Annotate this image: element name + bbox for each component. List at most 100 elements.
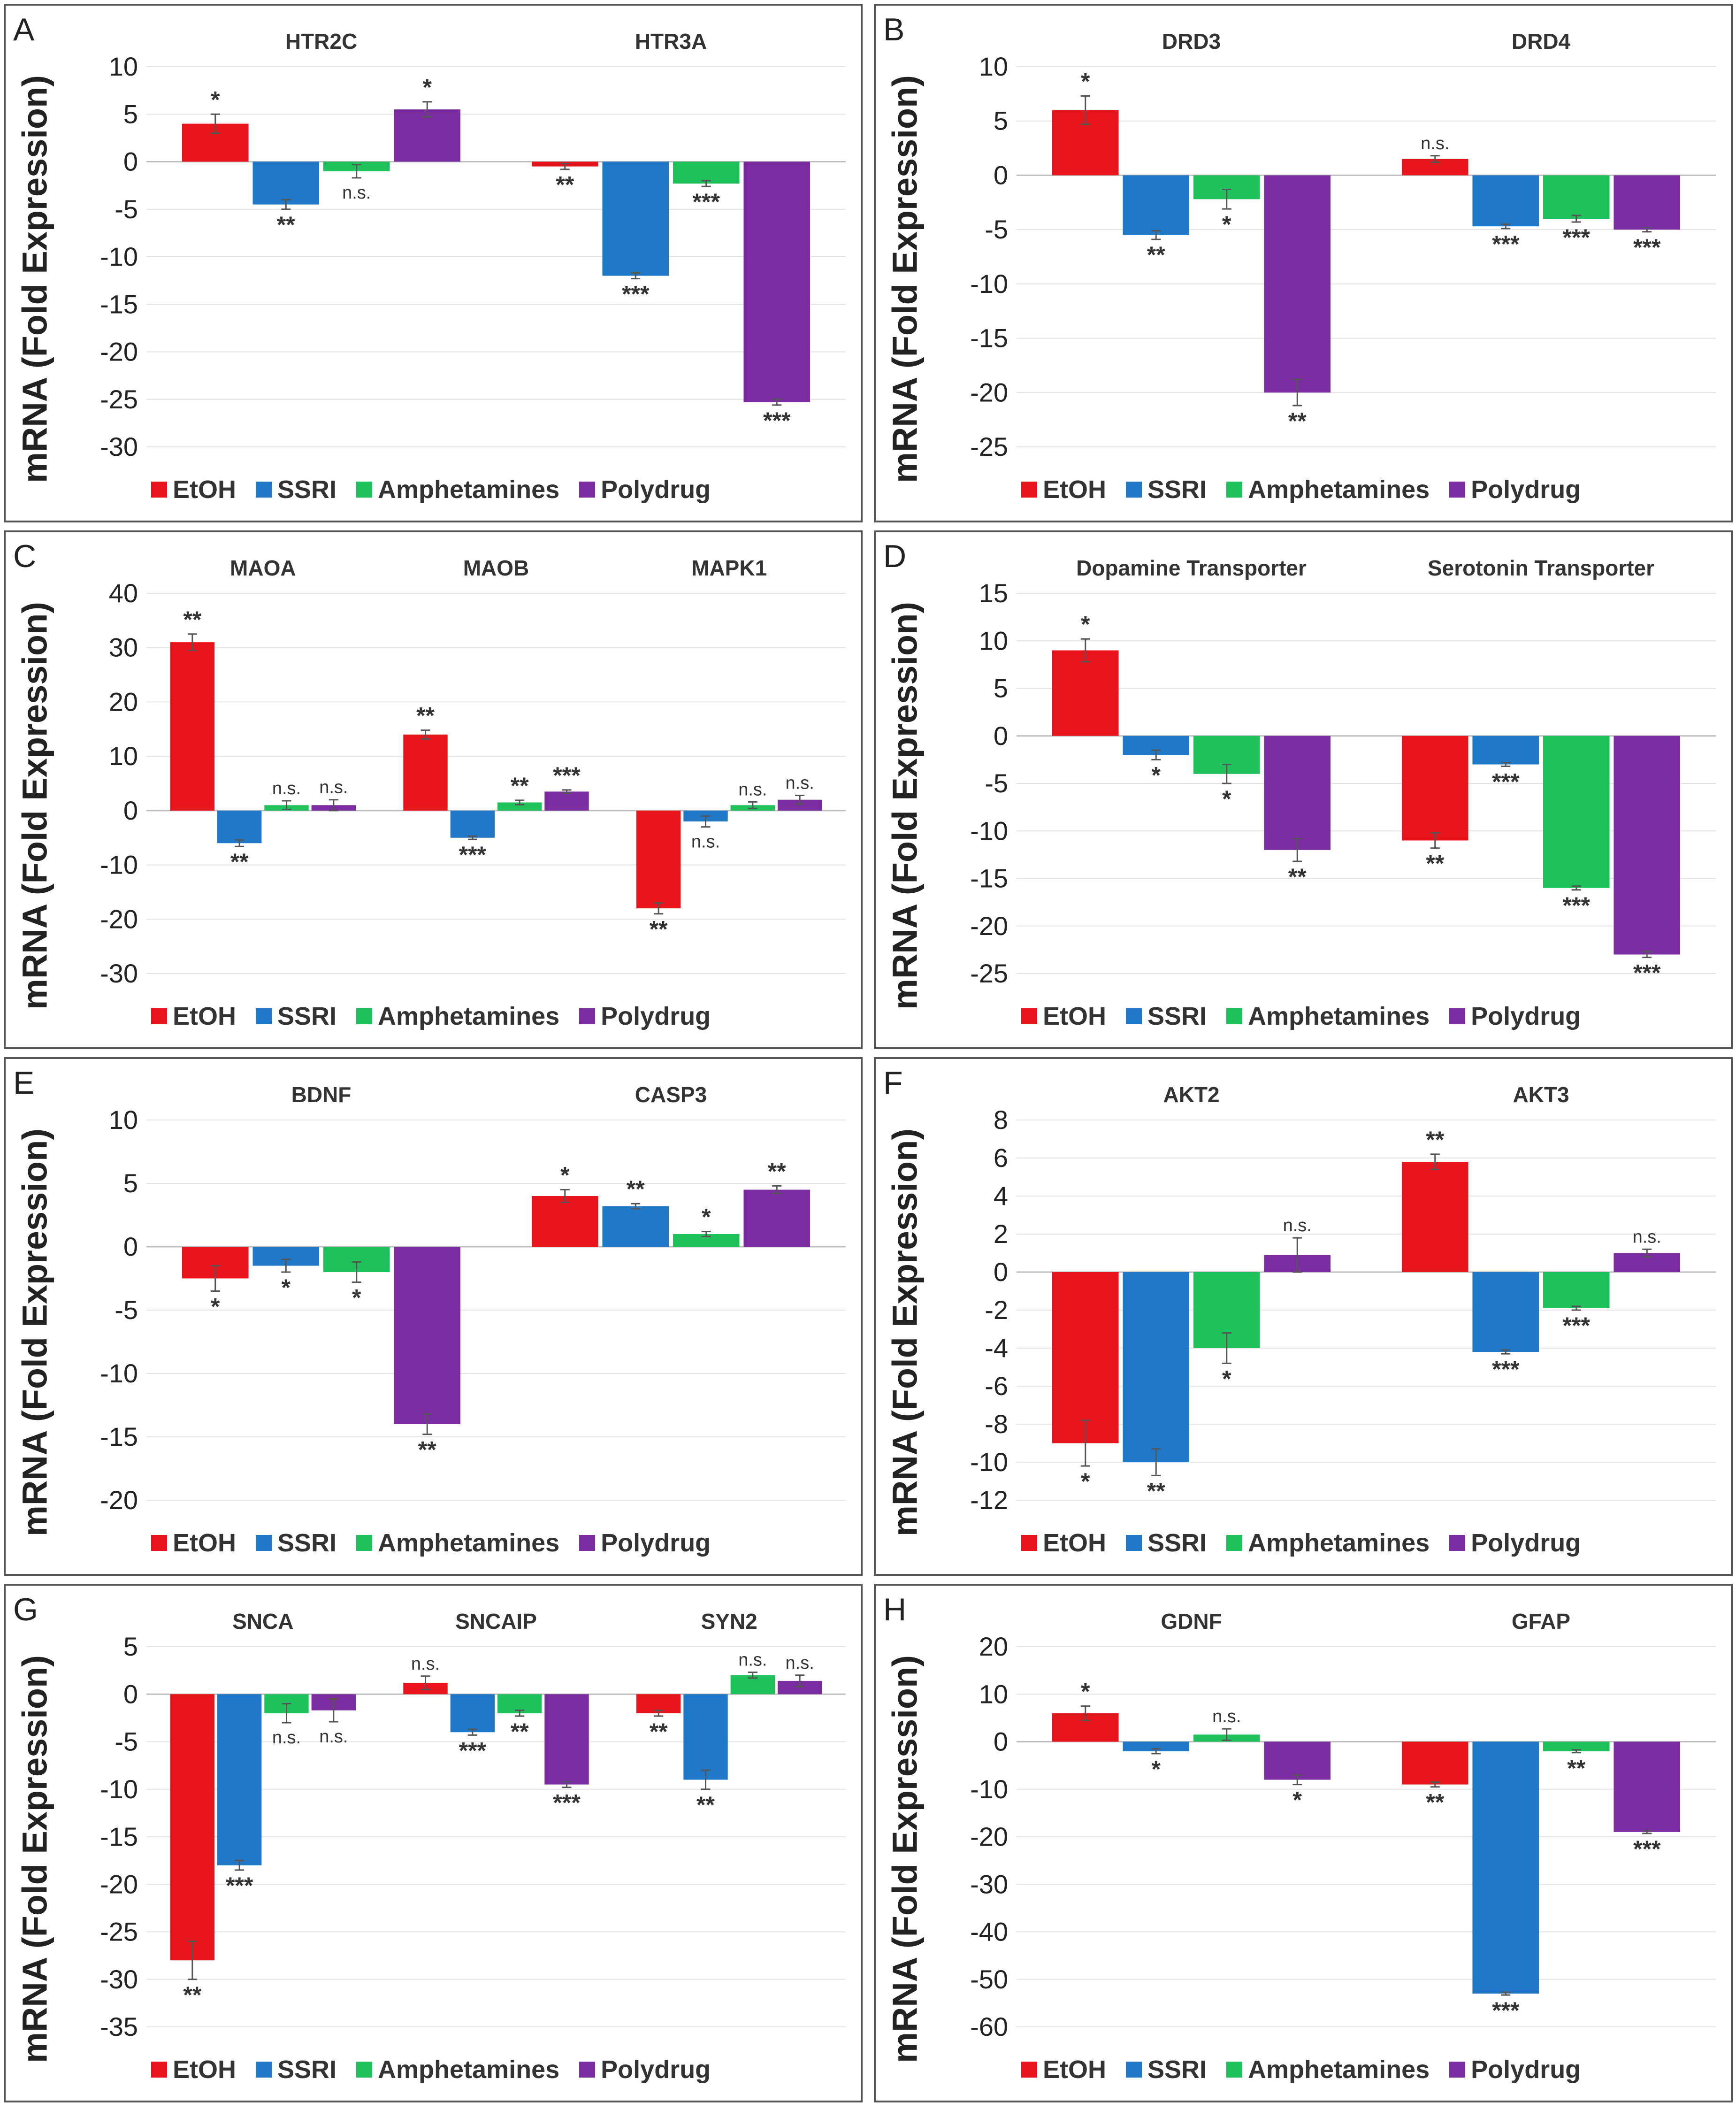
category-label-sncaip: SNCAIP [455, 1609, 537, 1634]
legend-swatch [151, 482, 167, 498]
significance-label: ** [1288, 864, 1307, 890]
y-tick-label: -30 [100, 959, 138, 988]
significance-label: n.s. [786, 773, 814, 793]
y-tick-label: 30 [109, 633, 138, 662]
legend-label: SSRI [1147, 1529, 1207, 1557]
y-tick-label: -20 [970, 1822, 1008, 1851]
panel-letter: B [883, 12, 905, 47]
significance-label: * [702, 1204, 711, 1230]
legend-label: Amphetamines [1248, 2056, 1430, 2084]
y-tick-label: 10 [979, 626, 1008, 655]
significance-label: * [1081, 1679, 1090, 1705]
legend-label: Polydrug [601, 1529, 711, 1557]
significance-label: ** [768, 1158, 786, 1184]
category-label-drd4: DRD4 [1512, 29, 1571, 54]
panel-letter: D [883, 538, 907, 574]
significance-label: ** [650, 916, 668, 943]
legend: EtOH SSRI Amphetamines Polydrug [1021, 1002, 1725, 1031]
y-tick-label: -60 [970, 2012, 1008, 2041]
legend: EtOH SSRI Amphetamines Polydrug [151, 2055, 855, 2084]
significance-label: *** [226, 1872, 253, 1899]
bar-polydrug-gfap [1614, 1741, 1681, 1832]
legend-item-amphetamines: Amphetamines [1226, 1002, 1430, 1031]
y-tick-label: 6 [994, 1143, 1008, 1173]
legend-item-polydrug: Polydrug [1449, 2055, 1581, 2084]
significance-label: *** [553, 1790, 581, 1816]
legend-label: SSRI [1147, 476, 1207, 504]
legend-item-amphetamines: Amphetamines [356, 2055, 559, 2084]
significance-label: * [1152, 762, 1161, 788]
y-tick-label: 4 [994, 1181, 1008, 1211]
y-tick-label: 40 [109, 578, 138, 608]
y-tick-label: 10 [109, 741, 138, 771]
y-tick-label: 5 [123, 1632, 138, 1661]
legend-swatch [356, 1535, 373, 1551]
significance-label: n.s. [1421, 134, 1449, 153]
significance-label: ** [1147, 1478, 1165, 1504]
bar-ssri-akt2 [1123, 1272, 1190, 1462]
category-label-serotonin-transporter: Serotonin Transporter [1428, 556, 1654, 580]
significance-label: * [423, 74, 432, 100]
y-tick-label: -25 [970, 959, 1008, 988]
y-tick-label: -5 [985, 215, 1008, 244]
significance-label: *** [1492, 769, 1520, 795]
bar-polydrug-dopamine-transporter [1264, 736, 1331, 850]
significance-label: ** [696, 1792, 715, 1818]
panel-letter: A [13, 12, 35, 47]
significance-label: ** [416, 703, 435, 729]
bar-polydrug-mapk1 [777, 799, 822, 811]
category-label-syn2: SYN2 [701, 1609, 757, 1634]
bar-ssri-maoa [217, 810, 262, 844]
legend: EtOH SSRI Amphetamines Polydrug [1021, 475, 1725, 504]
legend-item-etoh: EtOH [1021, 2055, 1106, 2084]
significance-label: n.s. [272, 1728, 301, 1748]
legend-label: Polydrug [1471, 476, 1581, 504]
legend-swatch [1126, 2062, 1142, 2078]
y-tick-label: -10 [970, 816, 1008, 845]
significance-label: n.s. [319, 1727, 348, 1747]
bar-polydrug-htr3a [743, 161, 811, 402]
legend-item-polydrug: Polydrug [579, 1528, 711, 1557]
y-tick-label: -20 [100, 1869, 138, 1899]
bar-etoh-akt2 [1052, 1272, 1119, 1443]
significance-label: n.s. [1212, 1707, 1241, 1726]
y-tick-label: 5 [994, 106, 1008, 136]
category-label-dopamine-transporter: Dopamine Transporter [1076, 556, 1307, 580]
y-tick-label: -10 [100, 242, 138, 271]
legend-item-amphetamines: Amphetamines [1226, 475, 1430, 504]
significance-label: *** [693, 189, 720, 215]
significance-label: n.s. [319, 778, 348, 798]
legend-label: SSRI [277, 2056, 337, 2084]
chart-svg: 40 30 20 10 0 -10 -20 -30 MAOA ** ** n.s. n.s. MAOB **… [100, 556, 846, 988]
legend-item-ssri: SSRI [1126, 475, 1207, 504]
y-tick-label: -15 [100, 1822, 138, 1851]
significance-label: * [1222, 786, 1231, 812]
significance-label: ** [1426, 851, 1444, 877]
significance-label: ** [183, 1982, 201, 2008]
significance-label: ** [230, 849, 249, 875]
bar-ssri-snca [217, 1694, 262, 1865]
legend: EtOH SSRI Amphetamines Polydrug [1021, 1528, 1725, 1557]
bar-amphetamines-maob [497, 802, 542, 811]
y-tick-label: 0 [123, 1679, 138, 1709]
y-tick-label: -15 [970, 864, 1008, 893]
legend-label: EtOH [1043, 1002, 1106, 1030]
legend-swatch [579, 1535, 596, 1551]
bar-ssri-gdnf [1123, 1741, 1190, 1751]
y-tick-label: 0 [123, 147, 138, 176]
legend-swatch [579, 482, 596, 498]
y-tick-label: 10 [979, 52, 1008, 81]
panel-letter: E [13, 1065, 35, 1101]
bar-amphetamines-gfap [1543, 1741, 1610, 1751]
chart-svg: 20100-10-20-30-40-50-60GDNF**n.s.*GFAP**… [970, 1609, 1716, 2041]
legend-label: SSRI [277, 1002, 337, 1030]
bar-ssri-gfap [1472, 1741, 1539, 1994]
legend-swatch [1126, 1008, 1142, 1024]
y-tick-label: -15 [970, 323, 1008, 353]
